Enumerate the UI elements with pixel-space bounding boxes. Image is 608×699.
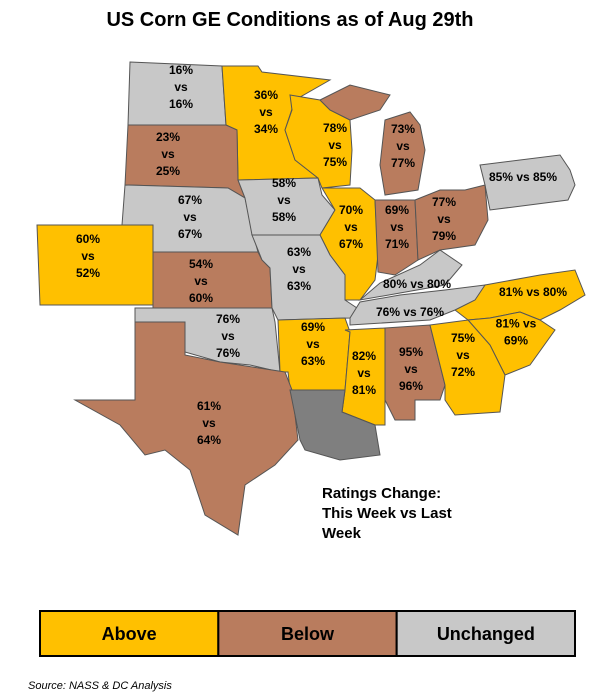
legend-label: Below xyxy=(281,624,335,644)
state-label: 69% xyxy=(385,203,409,217)
state-label: vs xyxy=(328,138,342,152)
state-label: 63% xyxy=(301,354,325,368)
state-label: 81% vs 80% xyxy=(499,285,567,299)
state-label: 71% xyxy=(385,237,409,251)
state-label: 72% xyxy=(451,365,475,379)
state xyxy=(414,184,489,261)
state-label: 16% xyxy=(169,97,193,111)
state-label: 70% xyxy=(339,203,363,217)
state xyxy=(349,284,487,326)
state-label: 77% xyxy=(391,156,415,170)
legend-label: Unchanged xyxy=(437,624,535,644)
state-label: vs xyxy=(437,212,451,226)
state-label: 81% vs xyxy=(496,317,537,331)
state-label: vs xyxy=(259,105,273,119)
state xyxy=(289,389,381,461)
state xyxy=(374,199,419,276)
state-label: vs xyxy=(292,262,306,276)
state-label: 76% vs 76% xyxy=(376,305,444,319)
state xyxy=(319,84,426,196)
state-label: 63% xyxy=(287,279,311,293)
state-label: vs xyxy=(81,249,95,263)
state-label: 77% xyxy=(432,195,456,209)
state-label: vs xyxy=(161,147,175,161)
state-label: 34% xyxy=(254,122,278,136)
state-label: 58% xyxy=(272,210,296,224)
state xyxy=(319,187,379,301)
state-label: 76% xyxy=(216,346,240,360)
state-label: 69% xyxy=(301,320,325,334)
state-label: 36% xyxy=(254,88,278,102)
state-label: vs xyxy=(396,139,410,153)
state-label: 81% xyxy=(352,383,376,397)
state-label: 95% xyxy=(399,345,423,359)
source: Source: NASS & DC Analysis xyxy=(28,680,172,692)
note: Week xyxy=(322,525,362,542)
state-label: vs xyxy=(390,220,404,234)
state-label: vs xyxy=(221,329,235,343)
state-label: vs xyxy=(194,274,208,288)
state-label: 80% vs 80% xyxy=(383,277,451,291)
state-label: 16% xyxy=(169,63,193,77)
state-label: vs xyxy=(183,210,197,224)
state-label: 61% xyxy=(197,399,221,413)
state-label: 78% xyxy=(323,121,347,135)
state-label: vs xyxy=(357,366,371,380)
state-label: 75% xyxy=(451,331,475,345)
state-label: 79% xyxy=(432,229,456,243)
state-label: 60% xyxy=(76,232,100,246)
state-label: vs xyxy=(202,416,216,430)
state-label: 67% xyxy=(178,193,202,207)
state-label: 67% xyxy=(178,227,202,241)
state-label: vs xyxy=(174,80,188,94)
state-label: 60% xyxy=(189,291,213,305)
legend-swatch xyxy=(395,610,576,657)
legend-swatch xyxy=(217,610,398,657)
state-label: 25% xyxy=(156,164,180,178)
state-label: 64% xyxy=(197,433,221,447)
state-label: vs xyxy=(344,220,358,234)
note: Ratings Change: xyxy=(322,485,441,502)
state xyxy=(73,321,299,536)
state-label: vs xyxy=(306,337,320,351)
state-label: 76% xyxy=(216,312,240,326)
state-label: 54% xyxy=(189,257,213,271)
state-label: 58% xyxy=(272,176,296,190)
state-label: vs xyxy=(456,348,470,362)
state-label: 23% xyxy=(156,130,180,144)
state-label: 82% xyxy=(352,349,376,363)
state xyxy=(358,249,463,301)
state-label: vs xyxy=(404,362,418,376)
state-label: vs xyxy=(277,193,291,207)
legend-label: Above xyxy=(102,624,157,644)
state-label: 75% xyxy=(323,155,347,169)
state-label: 52% xyxy=(76,266,100,280)
state-label: 85% vs 85% xyxy=(489,170,557,184)
state xyxy=(429,319,506,416)
note: This Week vs Last xyxy=(322,505,452,522)
state-label: 67% xyxy=(339,237,363,251)
state-label: 69% xyxy=(504,334,528,348)
title: US Corn GE Conditions as of Aug 29th xyxy=(106,9,473,31)
state-label: 73% xyxy=(391,122,415,136)
state-label: 63% xyxy=(287,245,311,259)
state-label: 96% xyxy=(399,379,423,393)
legend-swatch xyxy=(39,610,220,657)
